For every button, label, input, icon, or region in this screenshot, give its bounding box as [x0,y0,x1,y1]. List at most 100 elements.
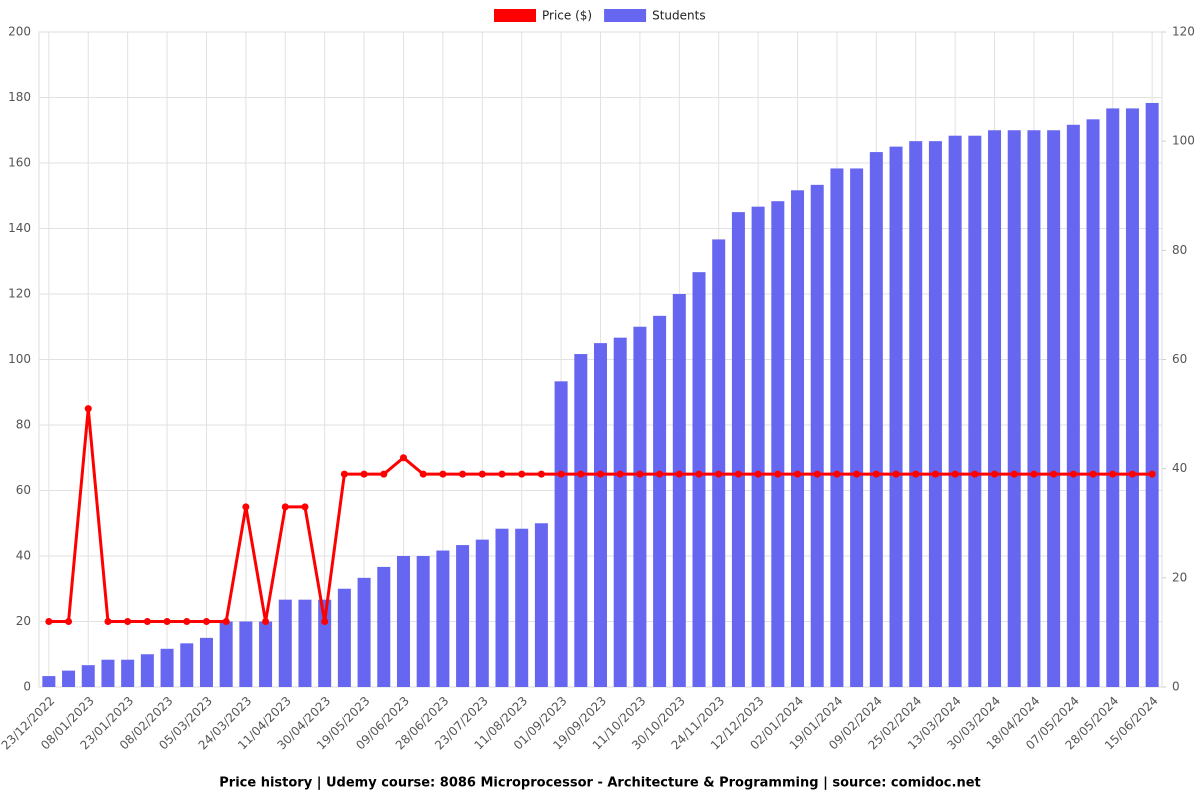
price-point [498,470,506,478]
price-point [222,618,230,625]
bar [791,190,805,687]
price-point [971,470,979,478]
price-point [734,470,742,478]
bar [968,135,982,688]
price-point [163,618,171,625]
y-tick-label: 140 [8,221,31,235]
price-point [991,470,999,478]
y2-tick-label: 20 [1172,570,1187,584]
legend-label: Price ($) [542,9,592,23]
bar [613,337,627,687]
y2-tick-label: 120 [1172,25,1195,39]
price-point [459,470,467,478]
bar [712,239,726,687]
price-point [833,470,841,478]
y2-tick-label: 100 [1172,134,1195,148]
y-tick-label: 0 [23,680,31,694]
bar [1125,108,1139,687]
bar [751,206,765,687]
bar [219,621,233,687]
price-point [794,470,802,478]
legend-swatch [494,9,536,22]
price-point [419,470,427,478]
price-point [577,470,585,478]
bar [850,168,864,688]
bar [1066,124,1080,687]
price-point [931,470,939,478]
bar [633,326,647,687]
bar [396,556,410,687]
price-point [1010,470,1018,478]
bar [889,146,903,687]
price-point [399,454,407,462]
price-point [262,618,270,625]
bar [140,654,154,687]
bar [357,577,371,687]
bar [515,528,529,687]
caption: Price history | Udemy course: 8086 Micro… [219,776,980,791]
y-tick-label: 120 [8,287,31,301]
bar [830,168,844,688]
price-point [872,470,880,478]
bar [298,599,312,687]
price-point [478,470,486,478]
price-point [1050,470,1058,478]
y-tick-label: 80 [16,418,31,432]
price-point [853,470,861,478]
price-point [380,470,388,478]
bar [534,523,548,687]
price-point [557,470,565,478]
bar [1047,130,1061,687]
price-point [675,470,683,478]
y-tick-label: 40 [16,549,31,563]
y2-tick-label: 80 [1172,243,1187,257]
bar [160,648,174,687]
price-point [321,618,329,625]
bar [948,135,962,688]
price-point [1030,470,1038,478]
price-point [695,470,703,478]
bar [199,637,213,687]
price-point [340,470,348,478]
bar [1027,130,1041,687]
bar [495,528,509,687]
price-point [281,503,289,511]
bar [1086,119,1100,688]
price-point [597,470,604,478]
bar [278,599,292,687]
bar [436,550,450,687]
bar [1007,130,1021,687]
y-tick-label: 20 [16,614,31,628]
price-point [537,470,545,478]
bar [771,201,785,688]
bar [337,588,351,687]
price-point [616,470,624,478]
bar [62,670,76,687]
bar [1145,102,1159,688]
price-point [912,470,920,478]
price-point [360,470,368,478]
price-point [656,470,664,478]
bar [554,381,568,687]
bar [121,659,135,687]
price-point [439,470,447,478]
price-point [45,618,53,625]
price-point [84,405,92,413]
y-tick-label: 100 [8,352,31,366]
y-tick-label: 200 [8,25,31,39]
y2-tick-label: 0 [1172,680,1180,694]
price-point [301,503,309,511]
price-point [951,470,959,478]
bar [180,643,194,687]
y2-tick-label: 60 [1172,352,1187,366]
price-point [1109,470,1117,478]
bar [594,343,607,687]
bar [377,566,391,687]
price-point [143,618,151,625]
y2-tick-label: 40 [1172,461,1187,475]
bar [928,141,942,687]
price-point [1089,470,1097,478]
bar [574,354,588,687]
